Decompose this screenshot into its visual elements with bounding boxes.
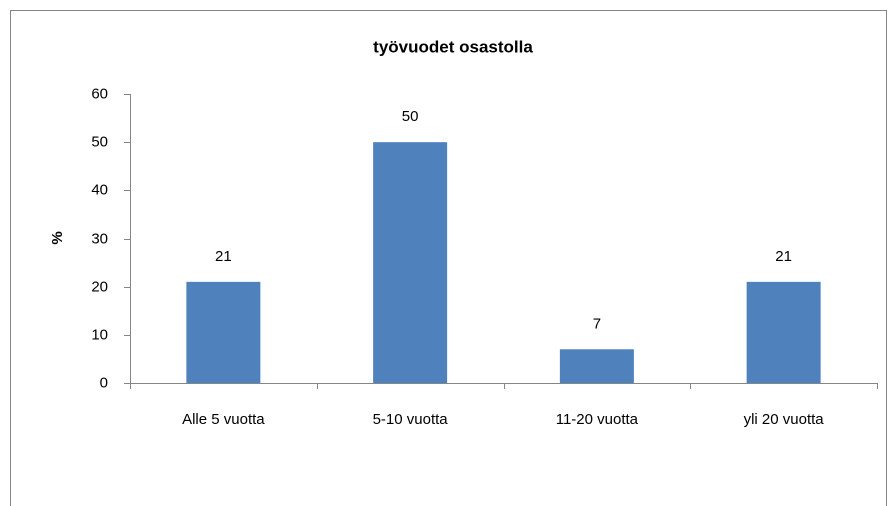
chart-frame xyxy=(10,10,887,506)
data-label: 50 xyxy=(402,108,419,125)
chart-title: työvuodet osastolla xyxy=(373,37,533,56)
data-label: 7 xyxy=(593,315,601,332)
y-axis-label: % xyxy=(49,231,66,244)
x-tick-label: 11-20 vuotta xyxy=(556,411,639,428)
bar xyxy=(186,281,261,383)
data-label: 21 xyxy=(775,248,792,265)
bar xyxy=(559,349,634,383)
y-tick-label: 60 xyxy=(91,85,108,102)
bar xyxy=(746,281,821,383)
y-tick-label: 10 xyxy=(91,326,108,343)
y-tick-label: 40 xyxy=(91,181,108,198)
x-tick-label: 5-10 vuotta xyxy=(373,411,449,428)
y-tick-label: 30 xyxy=(91,230,108,247)
bar xyxy=(373,142,448,383)
y-tick-label: 50 xyxy=(91,133,108,150)
y-tick-label: 0 xyxy=(100,374,108,391)
y-tick-label: 20 xyxy=(91,278,108,295)
data-label: 21 xyxy=(215,248,232,265)
x-tick-label: Alle 5 vuotta xyxy=(182,411,265,428)
x-tick-label: yli 20 vuotta xyxy=(744,411,825,428)
